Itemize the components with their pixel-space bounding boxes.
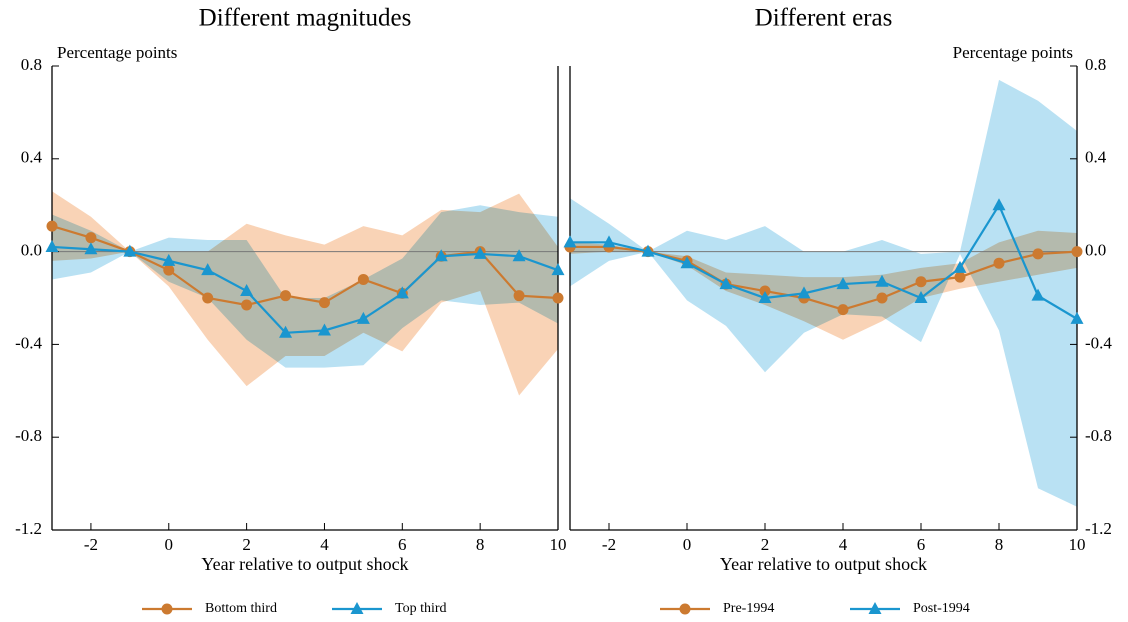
panel: Different eras Percentage points Year rela… [563,5,1112,616]
marker [875,274,889,287]
x-tick-label: 8 [995,535,1004,554]
marker [602,235,616,248]
legend-label: Top third [395,601,447,616]
marker [876,292,888,304]
marker [202,292,214,304]
x-axis-label: Year relative to output shock [201,554,408,574]
marker [512,249,526,262]
legend-marker [161,603,173,615]
marker [84,242,98,255]
y-tick-label: -0.4 [1085,333,1112,352]
legend-marker [868,602,882,614]
marker [395,286,409,299]
marker [240,284,254,297]
marker [318,297,330,309]
marker [993,257,1005,269]
confidence-band [52,205,558,368]
x-tick-label: 10 [550,535,567,554]
marker [1031,288,1045,301]
y-tick-label: 0.8 [1085,55,1106,74]
marker [279,325,293,338]
y-tick-label: 0.8 [21,55,42,74]
marker [1032,248,1044,260]
x-tick-label: 2 [761,535,770,554]
marker [513,290,525,302]
marker [551,263,565,276]
marker [1071,246,1083,258]
series-line [570,202,1078,320]
marker [201,263,215,276]
marker [797,286,811,299]
marker [356,311,370,324]
x-tick-label: 0 [165,535,174,554]
x-tick-label: 6 [398,535,407,554]
marker [953,260,967,273]
series-line [51,245,559,334]
marker [992,198,1006,211]
x-tick-label: 8 [476,535,485,554]
marker [1070,311,1084,324]
x-axis-label: Year relative to output shock [720,554,927,574]
marker [123,244,137,257]
bands [570,79,1077,507]
legend: Bottom third Top third [142,601,447,616]
legend-label: Pre-1994 [723,601,774,616]
y-tick-label: 0.4 [1085,148,1107,167]
y-tick-label: -0.8 [1085,426,1112,445]
x-tick-label: 4 [320,535,329,554]
marker [163,264,175,276]
y-tick-label: -0.4 [15,333,42,352]
marker [434,249,448,262]
marker [45,239,59,252]
marker [317,323,331,336]
series-line [51,225,559,307]
marker [758,291,772,303]
x-tick-label: -2 [602,535,616,554]
x-tick-label: -2 [84,535,98,554]
marker [915,276,927,288]
marker [837,304,849,316]
panel-title: Different eras [755,5,893,32]
x-tick-label: 6 [917,535,926,554]
legend-marker [350,602,364,614]
marker [162,253,176,266]
marker [914,291,928,303]
x-tick-label: 10 [1069,535,1086,554]
y-tick-label: -1.2 [1085,519,1112,538]
y-axis-label: Percentage points [57,43,177,62]
y-tick-label: 0.0 [1085,241,1106,260]
legend-label: Bottom third [205,601,277,616]
marker [563,235,577,248]
y-tick-label: -1.2 [15,519,42,538]
legend: Pre-1994 Post-1994 [660,601,970,616]
x-tick-label: 4 [839,535,848,554]
x-tick-label: 0 [683,535,692,554]
marker [473,246,487,259]
marker [719,277,733,290]
marker [357,273,369,285]
legend-marker [679,603,691,615]
legend-label: Post-1994 [913,601,970,616]
y-tick-label: 0.4 [21,148,43,167]
confidence-band [570,79,1077,507]
y-tick-label: 0.0 [21,241,42,260]
marker [641,244,655,257]
y-tick-label: -0.8 [15,426,42,445]
marker [280,290,292,302]
marker [680,256,694,269]
marker [85,232,97,244]
marker [241,299,253,311]
panel: Different magnitudes Percentage points Yea… [15,5,566,616]
y-axis-label: Percentage points [953,43,1073,62]
marker [552,292,564,304]
marker [836,277,850,290]
marker [46,220,58,232]
x-tick-label: 2 [242,535,251,554]
bands [52,191,558,396]
panel-title: Different magnitudes [199,5,412,32]
marker [954,271,966,283]
